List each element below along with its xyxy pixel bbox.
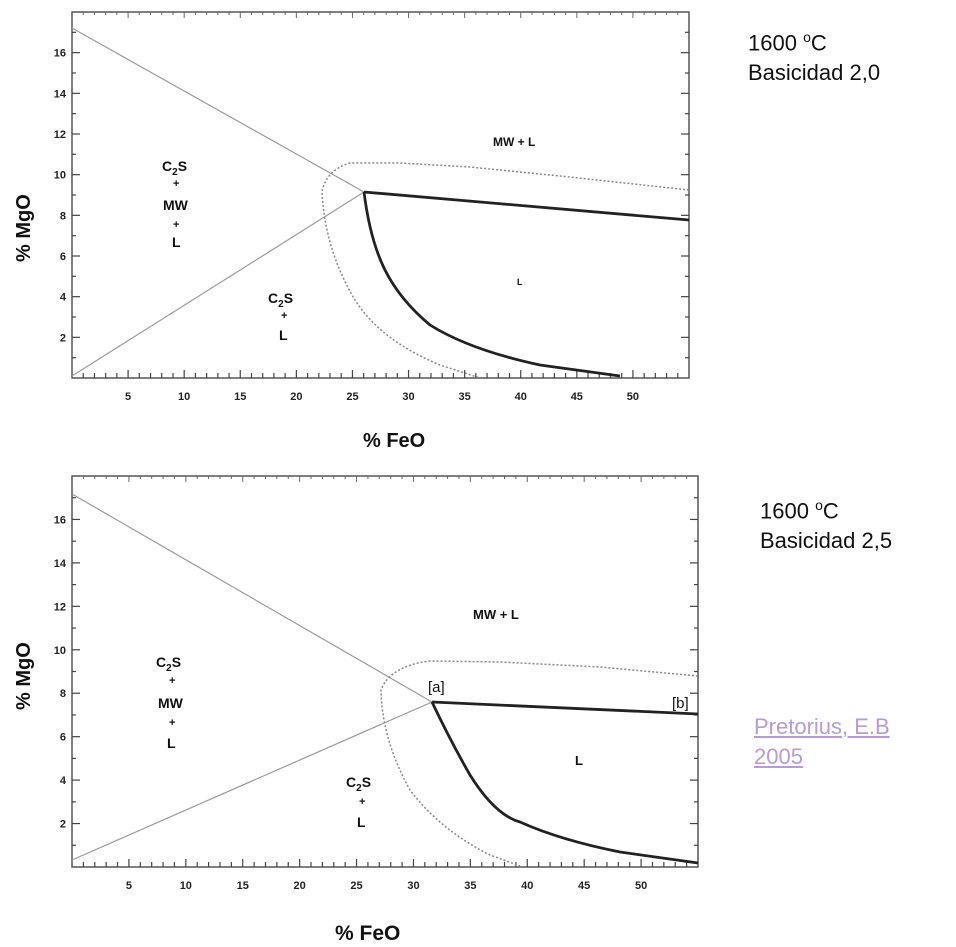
bottom-x-tick-label: 35 [464,880,476,892]
top-label-plus-2: + [173,219,179,231]
top-caption: 1600 oC Basicidad 2,0 [748,22,880,88]
bottom-y-tick-label: 4 [60,775,67,787]
top-y-ticks: 2 4 6 8 10 12 14 16 [54,31,689,359]
bottom-caption: 1600 oC Basicidad 2,5 [760,490,892,556]
top-y-tick-label: 12 [54,129,66,141]
bottom-x-tick-label: 20 [294,880,306,892]
bottom-x-tick-label: 40 [521,880,533,892]
top-y-tick-label: 16 [54,48,66,60]
top-label-mw-l: MW + L [493,135,535,149]
top-x-tick-label: 50 [627,391,639,403]
top-origin-tie-line [71,191,365,377]
bottom-label-plus-1: + [169,675,175,687]
top-x-tick-label: 15 [234,391,246,403]
top-label-c2s-l-c: C2S [268,290,293,310]
reference-link[interactable]: Pretorius, E.B 2005 [754,712,890,772]
bottom-x-tick-label: 45 [578,880,590,892]
top-y-axis-title: % MgO [13,194,35,262]
bottom-x-tick-label: 5 [126,880,132,892]
bottom-y-tick-label: 14 [54,558,67,570]
bottom-label-c2s-mw-l-mw: MW [158,695,184,711]
top-caption-basicity: Basicidad 2,0 [748,60,881,86]
bottom-caption-basicity: Basicidad 2,5 [760,528,893,554]
top-label-l: L [517,277,523,287]
top-c2s-boundary [362,191,621,378]
top-y-tick-label: 2 [60,332,66,344]
bottom-label-mw-l: MW + L [473,607,519,622]
top-plot-frame [71,11,690,379]
top-dotted-liquidus [321,162,690,379]
bottom-y-tick-label: 12 [54,601,66,613]
top-x-tick-label: 10 [178,391,190,403]
bottom-caption-temperature: 1600 oC [760,497,839,524]
top-mw-boundary [363,190,690,222]
top-x-tick-label: 40 [515,391,527,403]
top-x-tick-label: 20 [290,391,302,403]
bottom-y-tick-label: 6 [60,732,66,744]
bottom-origin-tie-line [71,701,433,861]
top-x-ticks: 5 10 15 20 25 30 35 40 45 50 [82,12,679,403]
top-label-plus-3: + [281,310,287,322]
top-caption-temperature: 1600 oC [748,29,827,56]
reference-author[interactable]: Pretorius, E.B [754,714,890,739]
bottom-x-tick-label: 30 [407,880,419,892]
top-label-c2s-mw-l-mw: MW [163,197,189,213]
bottom-label-a: [a] [428,679,445,696]
bottom-label-c2s-mw-l-c: C2S [156,654,181,674]
top-label-c2s-mw-l-l: L [172,234,181,250]
bottom-label-plus-3: + [359,796,365,808]
bottom-x-ticks: 5 10 15 20 25 30 35 40 45 50 [82,476,688,892]
bottom-label-c2s-l-c: C2S [346,774,371,794]
bottom-mw-boundary [431,700,699,716]
bottom-x-axis-title: % FeO [335,922,400,945]
bottom-label-c2s-l-l: L [357,814,366,830]
bottom-c2s-boundary [430,701,699,865]
top-x-axis-title: % FeO [363,430,425,452]
bottom-dotted-liquidus [380,660,699,867]
bottom-y-axis-title: % MgO [13,642,35,710]
top-label-c2s-mw-l-c: C2S [162,158,187,178]
bottom-label-plus-2: + [169,717,175,729]
bottom-y-tick-label: 16 [54,514,66,526]
bottom-label-c2s-mw-l-l: L [167,735,176,751]
top-y-tick-label: 4 [60,292,67,304]
top-y-tick-label: 8 [60,210,66,222]
top-y-tick-label: 14 [54,88,67,100]
top-y-tick-label: 6 [60,251,66,263]
bottom-x-tick-label: 10 [180,880,192,892]
top-label-plus-1: + [173,178,179,190]
reference-year[interactable]: 2005 [754,744,803,769]
bottom-y-ticks: 2 4 6 8 10 12 14 16 [54,497,698,846]
top-y-tick-label: 10 [54,170,66,182]
bottom-y-tick-label: 8 [60,688,66,700]
bottom-x-tick-label: 15 [237,880,249,892]
top-x-tick-label: 35 [459,391,471,403]
top-label-c2s-l-l: L [279,327,288,343]
bottom-label-l: L [575,753,583,768]
bottom-y-tick-label: 2 [60,819,66,831]
top-x-tick-label: 30 [402,391,414,403]
top-x-tick-label: 25 [346,391,358,403]
bottom-x-tick-label: 50 [635,880,647,892]
top-x-tick-label: 45 [571,391,583,403]
bottom-y-tick-label: 10 [54,645,66,657]
top-c2s-tie-line [71,27,365,193]
bottom-label-b: [b] [672,695,689,712]
bottom-c2s-tie-line [71,493,433,703]
bottom-x-tick-label: 25 [350,880,362,892]
top-x-tick-label: 5 [125,391,131,403]
